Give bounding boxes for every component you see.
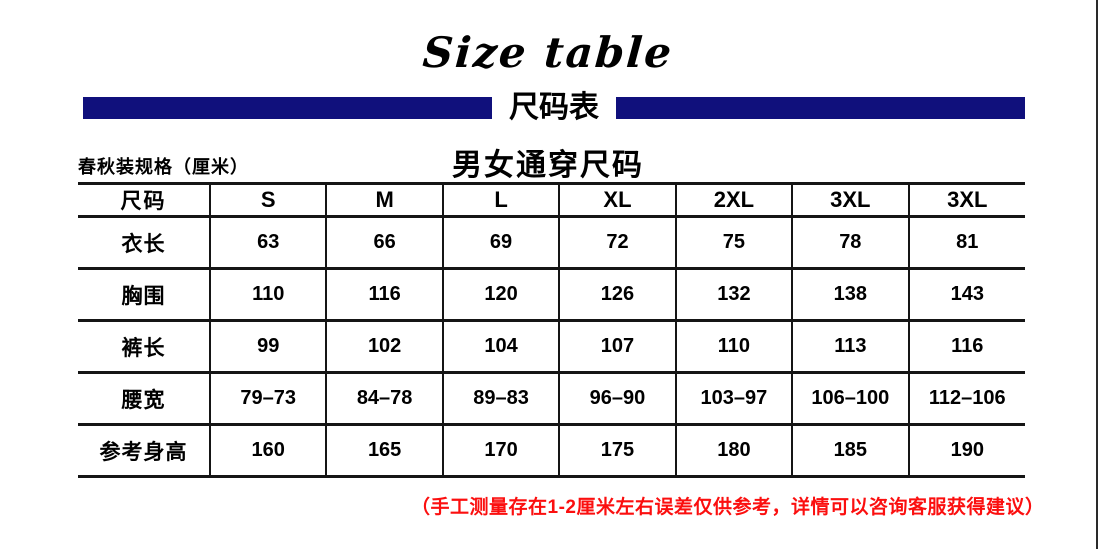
banner-bar-right bbox=[616, 97, 1025, 119]
measurement-cell: 175 bbox=[558, 423, 676, 478]
row-label: 胸围 bbox=[78, 267, 210, 321]
size-column-header: M bbox=[325, 182, 443, 218]
size-column-header: L bbox=[441, 182, 560, 218]
measurement-disclaimer-note: （手工测量存在1-2厘米左右误差仅供参考，详情可以咨询客服获得建议） bbox=[411, 497, 1045, 518]
measurement-cell: 103–97 bbox=[674, 371, 793, 425]
measurement-cell: 106–100 bbox=[791, 371, 909, 425]
table-title: 男女通穿尺码 bbox=[452, 149, 644, 182]
measurement-cell: 66 bbox=[325, 215, 443, 269]
measurement-cell: 132 bbox=[674, 267, 793, 321]
measurement-cell: 104 bbox=[441, 319, 560, 373]
measurement-cell: 107 bbox=[558, 319, 676, 373]
table-row: 参考身高 160 165 170 175 180 185 190 bbox=[78, 423, 1025, 478]
measurement-cell: 112–106 bbox=[907, 371, 1025, 425]
banner-title: 尺码表 bbox=[509, 91, 599, 124]
size-column-header: 2XL bbox=[674, 182, 793, 218]
measurement-cell: 180 bbox=[674, 423, 793, 478]
page-right-border bbox=[1096, 0, 1098, 549]
measurement-cell: 113 bbox=[791, 319, 909, 373]
size-column-header: 3XL bbox=[791, 182, 909, 218]
measurement-cell: 96–90 bbox=[558, 371, 676, 425]
measurement-cell: 190 bbox=[907, 423, 1025, 478]
measurement-cell: 143 bbox=[907, 267, 1025, 321]
measurement-cell: 79–73 bbox=[208, 371, 327, 425]
banner: 尺码表 bbox=[83, 93, 1025, 123]
row-label: 参考身高 bbox=[78, 423, 210, 478]
measurement-cell: 84–78 bbox=[325, 371, 443, 425]
spec-label: 春秋装规格（厘米） bbox=[78, 157, 249, 177]
size-column-header: S bbox=[208, 182, 327, 218]
table-row: 衣长 63 66 69 72 75 78 81 bbox=[78, 215, 1025, 269]
measurement-cell: 78 bbox=[791, 215, 909, 269]
measurement-cell: 170 bbox=[441, 423, 560, 478]
row-label: 腰宽 bbox=[78, 371, 210, 425]
measurement-cell: 116 bbox=[325, 267, 443, 321]
measurement-cell: 116 bbox=[907, 319, 1025, 373]
measurement-cell: 69 bbox=[441, 215, 560, 269]
size-table-corner-cell: 尺码 bbox=[78, 182, 210, 218]
table-row: 裤长 99 102 104 107 110 113 116 bbox=[78, 319, 1025, 373]
measurement-cell: 89–83 bbox=[441, 371, 560, 425]
row-label: 裤长 bbox=[78, 319, 210, 373]
size-table: 尺码 S M L XL 2XL 3XL 3XL 衣长 63 66 69 72 75 78 81 胸围 110 11… bbox=[78, 182, 1025, 478]
size-table-header-row: 尺码 S M L XL 2XL 3XL 3XL bbox=[78, 182, 1025, 218]
table-row: 腰宽 79–73 84–78 89–83 96–90 103–97 106–100 112–1… bbox=[78, 371, 1025, 425]
measurement-cell: 81 bbox=[907, 215, 1025, 269]
measurement-cell: 185 bbox=[791, 423, 909, 478]
measurement-cell: 99 bbox=[208, 319, 327, 373]
measurement-cell: 110 bbox=[208, 267, 327, 321]
measurement-cell: 126 bbox=[558, 267, 676, 321]
measurement-cell: 120 bbox=[441, 267, 560, 321]
measurement-cell: 102 bbox=[325, 319, 443, 373]
row-label: 衣长 bbox=[78, 215, 210, 269]
size-column-header: 3XL bbox=[907, 182, 1025, 218]
measurement-cell: 160 bbox=[208, 423, 327, 478]
english-script-title: Size table bbox=[421, 28, 675, 77]
measurement-cell: 63 bbox=[208, 215, 327, 269]
measurement-cell: 110 bbox=[674, 319, 793, 373]
measurement-cell: 165 bbox=[325, 423, 443, 478]
measurement-cell: 75 bbox=[674, 215, 793, 269]
measurement-cell: 72 bbox=[558, 215, 676, 269]
banner-bar-left bbox=[83, 97, 492, 119]
measurement-cell: 138 bbox=[791, 267, 909, 321]
size-column-header: XL bbox=[558, 182, 676, 218]
table-row: 胸围 110 116 120 126 132 138 143 bbox=[78, 267, 1025, 321]
